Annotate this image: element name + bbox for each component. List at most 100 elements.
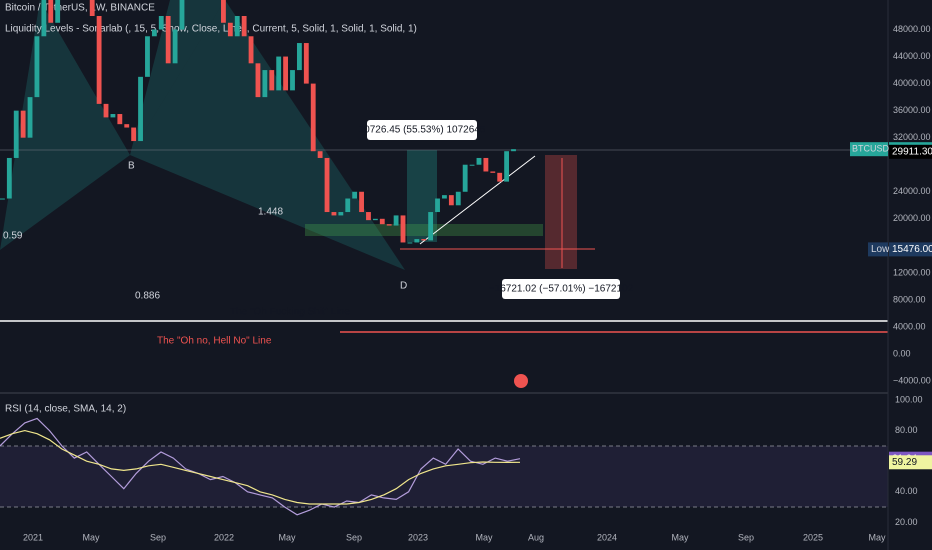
candle xyxy=(476,157,482,165)
candle xyxy=(172,29,178,64)
candle xyxy=(511,149,516,152)
price-tick-label: 8000.00 xyxy=(893,294,926,304)
time-label: May xyxy=(671,532,689,542)
candle xyxy=(124,124,130,128)
candle xyxy=(428,212,434,241)
candle xyxy=(338,212,344,216)
rsi-tick-label: 20.00 xyxy=(895,517,918,527)
price-tick-label: 0.00 xyxy=(893,348,911,358)
separator xyxy=(0,392,888,394)
price-tag xyxy=(889,242,932,257)
candle xyxy=(6,157,12,199)
price-tick-label: 48000.00 xyxy=(893,24,931,34)
rsi-ma-line xyxy=(0,429,521,505)
time-label: 2022 xyxy=(214,532,234,542)
candle xyxy=(462,164,468,192)
time-label: May xyxy=(868,532,886,542)
candle xyxy=(352,191,358,199)
candle xyxy=(117,114,123,125)
candle xyxy=(310,83,316,152)
candle xyxy=(103,103,109,118)
pattern xyxy=(0,0,888,333)
time-label: May xyxy=(475,532,493,542)
candle xyxy=(145,36,150,77)
symbol-tag xyxy=(850,142,888,157)
line-label: The "Oh Fucking Shit" Line xyxy=(230,307,350,318)
candle xyxy=(400,215,406,243)
time-label: 2023 xyxy=(408,532,428,542)
price-tick-label: 44000.00 xyxy=(893,51,931,61)
line-label: The "Oh no, Hell No" Line xyxy=(157,336,272,347)
price-tick-label: 36000.00 xyxy=(893,105,931,115)
candle xyxy=(469,164,475,166)
candle xyxy=(407,242,413,244)
candle xyxy=(234,16,240,37)
candle xyxy=(34,36,40,98)
candle xyxy=(303,43,309,84)
event-icon[interactable] xyxy=(514,374,528,388)
candle xyxy=(504,151,510,182)
low-tag-label: Low xyxy=(871,244,890,255)
candle xyxy=(283,56,289,91)
candle xyxy=(331,212,337,216)
symbol-tag-label: BTCUSDT xyxy=(852,144,895,154)
price-tick-label: 12000.00 xyxy=(893,267,931,277)
candle xyxy=(483,157,489,172)
candle xyxy=(455,191,461,206)
candle xyxy=(359,191,364,213)
short-box xyxy=(502,279,620,299)
time-label: 2025 xyxy=(803,532,823,542)
price-tick-label: 40000.00 xyxy=(893,78,931,88)
low-tag xyxy=(868,242,888,257)
candle xyxy=(366,212,371,221)
price-tag-label: 29911.30 xyxy=(892,146,932,157)
candle xyxy=(317,151,323,158)
candle xyxy=(379,218,385,225)
price-tick-label: 4000.00 xyxy=(893,321,926,331)
candle xyxy=(324,157,330,213)
price-tag xyxy=(889,144,932,159)
time-label: Sep xyxy=(738,532,754,542)
candle xyxy=(13,110,19,158)
candle xyxy=(20,110,26,138)
rsi-tick-label: 100.00 xyxy=(895,394,923,404)
candle xyxy=(110,114,116,118)
price-tick-label: 20000.00 xyxy=(893,213,931,223)
time-label: May xyxy=(278,532,296,542)
candle xyxy=(448,195,454,206)
candle xyxy=(41,0,47,37)
candle xyxy=(89,0,95,16)
candle xyxy=(386,224,392,226)
candle xyxy=(248,36,254,64)
ratio: 1.448 xyxy=(258,207,283,218)
candle xyxy=(241,16,247,37)
candle xyxy=(276,56,282,91)
candle xyxy=(151,29,157,37)
candle xyxy=(138,76,143,142)
time-label: Aug xyxy=(528,532,544,542)
price-tick-label: 32000.00 xyxy=(893,132,931,142)
rsi-band xyxy=(0,446,888,507)
candle xyxy=(0,198,5,200)
candle xyxy=(296,43,302,71)
time-label: Sep xyxy=(346,532,362,542)
candle xyxy=(55,0,61,23)
candle xyxy=(48,0,54,23)
short-label: −16721.02 (−57.01%) −1672102 xyxy=(489,284,634,295)
ratio: 0.59 xyxy=(3,231,23,242)
candle xyxy=(131,127,137,142)
indicator: Liquidity Levels - Sonarlab (, 15, 5, Sh… xyxy=(5,24,417,35)
price-tag xyxy=(889,455,932,470)
candle xyxy=(227,22,233,37)
rsi-line xyxy=(0,417,521,516)
candle xyxy=(497,172,503,182)
rsi-title: RSI (14, close, SMA, 14, 2) xyxy=(5,404,126,415)
time-label: May xyxy=(82,532,100,542)
time-label: 2024 xyxy=(597,532,617,542)
ratio: 0.886 xyxy=(135,291,160,302)
candle xyxy=(421,239,427,241)
candle xyxy=(414,239,420,243)
candle xyxy=(345,198,351,213)
candle xyxy=(393,215,399,226)
